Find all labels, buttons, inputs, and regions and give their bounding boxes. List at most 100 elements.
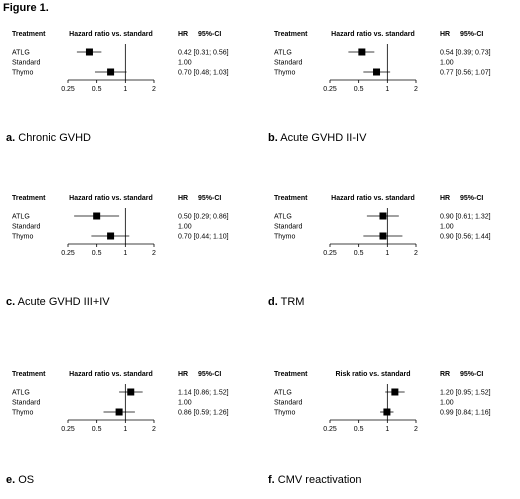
row-estimate-text: 0.42 [0.31; 0.56] — [178, 50, 229, 57]
caption-a: a. Chronic GVHD — [6, 132, 91, 144]
x-tick-label: 0.5 — [92, 426, 102, 433]
caption-text: Acute GVHD II-IV — [280, 132, 367, 144]
header-ci: 95%-CI — [198, 195, 221, 202]
row-label: ATLG — [12, 214, 30, 221]
x-tick-label: 1 — [385, 86, 389, 93]
caption-text: Acute GVHD III+IV — [17, 296, 110, 308]
forest-plot-a: Treatment Hazard ratio vs. standard HR 95%-… — [12, 31, 229, 93]
header-ci: 95%-CI — [460, 371, 483, 378]
header-stat: HR — [440, 31, 450, 38]
row-estimate-text: 0.86 [0.59; 1.26] — [178, 410, 229, 417]
caption-text: OS — [18, 474, 35, 486]
row-label: Thymo — [274, 234, 296, 241]
forest-panel-b: Treatment Hazard ratio vs. standard HR 95%-… — [268, 24, 518, 104]
forest-plot-b: Treatment Hazard ratio vs. standard HR 95%-… — [274, 31, 491, 93]
header-measure: Hazard ratio vs. standard — [69, 31, 153, 38]
x-tick-label: 0.25 — [323, 250, 337, 257]
caption-text: CMV reactivation — [277, 474, 362, 486]
header-ci: 95%-CI — [198, 371, 221, 378]
forest-plot-c: Treatment Hazard ratio vs. standard HR 95%-… — [12, 195, 229, 257]
x-tick-label: 1 — [123, 426, 127, 433]
x-tick-label: 0.5 — [354, 426, 364, 433]
row-label: Thymo — [274, 410, 296, 417]
x-tick-label: 2 — [414, 86, 418, 93]
row-label: Standard — [12, 224, 41, 231]
header-measure: Hazard ratio vs. standard — [331, 31, 415, 38]
estimate-square — [391, 388, 399, 396]
forest-panel-e: Treatment Hazard ratio vs. standard HR 95%-… — [6, 364, 256, 444]
header-ci: 95%-CI — [460, 195, 483, 202]
x-tick-label: 2 — [152, 250, 156, 257]
row-estimate-text: 0.70 [0.44; 1.10] — [178, 234, 229, 241]
caption-b: b. Acute GVHD II-IV — [268, 132, 366, 144]
forest-panel-f: Treatment Risk ratio vs. standard RR 95%-CI… — [268, 364, 518, 444]
caption-letter: b. — [268, 132, 278, 144]
header-treatment: Treatment — [274, 195, 308, 202]
row-label: ATLG — [274, 214, 292, 221]
row-label: ATLG — [274, 390, 292, 397]
estimate-square — [127, 388, 135, 396]
row-label: Standard — [12, 400, 41, 407]
row-estimate-text: 0.50 [0.29; 0.86] — [178, 214, 229, 221]
header-stat: HR — [440, 195, 450, 202]
x-tick-label: 0.5 — [354, 86, 364, 93]
header-treatment: Treatment — [12, 195, 46, 202]
header-ci: 95%-CI — [198, 31, 221, 38]
estimate-square — [93, 212, 101, 220]
forest-plot-f: Treatment Risk ratio vs. standard RR 95%-CI… — [274, 371, 491, 433]
estimate-square — [358, 48, 366, 56]
forest-plot-e: Treatment Hazard ratio vs. standard HR 95%-… — [12, 371, 229, 433]
caption-f: f. CMV reactivation — [268, 474, 362, 486]
estimate-square — [379, 212, 387, 220]
header-treatment: Treatment — [274, 31, 308, 38]
estimate-square — [383, 408, 391, 416]
row-label: ATLG — [12, 50, 30, 57]
header-stat: HR — [178, 371, 188, 378]
header-measure: Hazard ratio vs. standard — [69, 371, 153, 378]
header-measure: Risk ratio vs. standard — [335, 371, 410, 378]
row-estimate-text: 0.99 [0.84; 1.16] — [440, 410, 491, 417]
estimate-square — [107, 232, 115, 240]
x-tick-label: 0.5 — [354, 250, 364, 257]
row-label: Thymo — [12, 234, 34, 241]
x-tick-label: 1 — [123, 250, 127, 257]
caption-letter: f. — [268, 474, 275, 486]
row-estimate-text: 1.00 — [178, 224, 192, 231]
x-tick-label: 2 — [152, 426, 156, 433]
x-tick-label: 1 — [385, 426, 389, 433]
row-estimate-text: 0.70 [0.48; 1.03] — [178, 70, 229, 77]
header-treatment: Treatment — [12, 371, 46, 378]
figure-title: Figure 1. — [3, 2, 49, 14]
row-estimate-text: 1.20 [0.95; 1.52] — [440, 390, 491, 397]
row-estimate-text: 1.00 — [440, 400, 454, 407]
caption-e: e. OS — [6, 474, 34, 486]
header-stat: HR — [178, 31, 188, 38]
x-tick-label: 2 — [152, 86, 156, 93]
header-ci: 95%-CI — [460, 31, 483, 38]
x-tick-label: 1 — [385, 250, 389, 257]
row-label: Thymo — [274, 70, 296, 77]
x-tick-label: 0.25 — [61, 86, 75, 93]
estimate-square — [379, 232, 387, 240]
estimate-square — [85, 48, 93, 56]
caption-letter: e. — [6, 474, 16, 486]
x-tick-label: 0.25 — [323, 86, 337, 93]
row-estimate-text: 1.00 — [440, 60, 454, 67]
row-estimate-text: 0.77 [0.56; 1.07] — [440, 70, 491, 77]
header-measure: Hazard ratio vs. standard — [331, 195, 415, 202]
header-treatment: Treatment — [274, 371, 308, 378]
estimate-square — [115, 408, 123, 416]
row-estimate-text: 1.00 — [178, 400, 192, 407]
forest-panel-a: Treatment Hazard ratio vs. standard HR 95%-… — [6, 24, 256, 104]
header-measure: Hazard ratio vs. standard — [69, 195, 153, 202]
estimate-square — [373, 68, 381, 76]
row-estimate-text: 1.00 — [440, 224, 454, 231]
x-tick-label: 0.25 — [61, 250, 75, 257]
x-tick-label: 2 — [414, 426, 418, 433]
x-tick-label: 0.5 — [92, 86, 102, 93]
row-label: Standard — [12, 60, 41, 67]
forest-plot-d: Treatment Hazard ratio vs. standard HR 95%-… — [274, 195, 491, 257]
caption-text: Chronic GVHD — [18, 132, 91, 144]
x-tick-label: 1 — [123, 86, 127, 93]
forest-panel-c: Treatment Hazard ratio vs. standard HR 95%-… — [6, 188, 256, 268]
